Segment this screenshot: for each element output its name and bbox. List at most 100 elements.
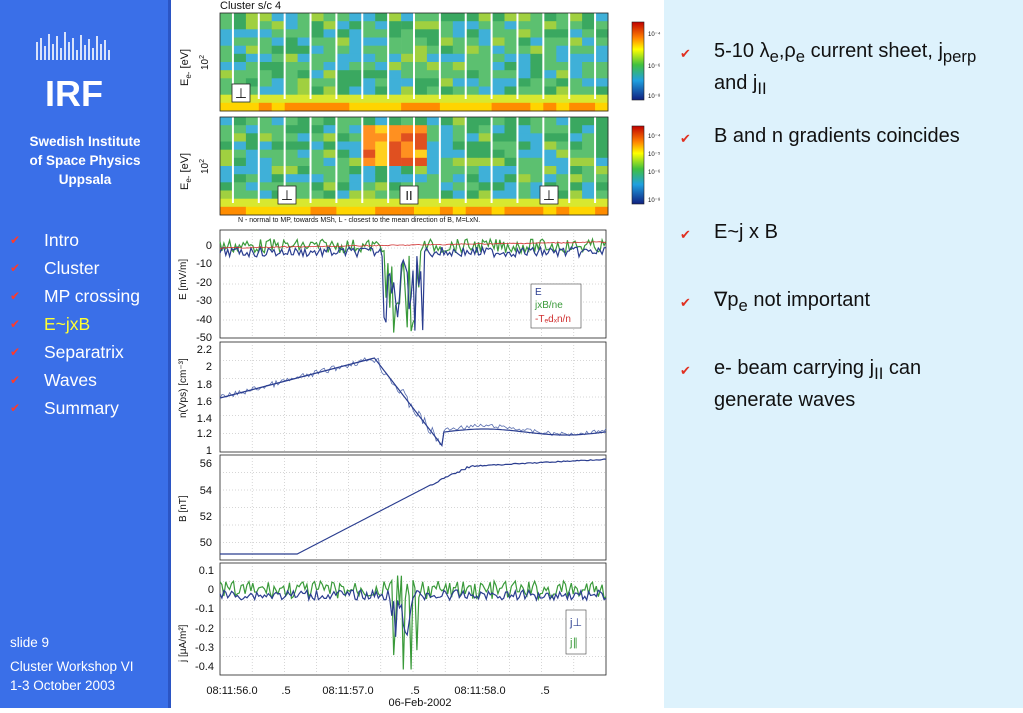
bullet-item: ✔ B and n gradients coincides — [680, 123, 1004, 152]
spectrogram-cell — [439, 125, 454, 134]
spectrogram-cell — [504, 206, 518, 216]
spectrogram-cell — [375, 157, 389, 167]
nav-item-separatrix[interactable]: ✔ Separatrix — [10, 338, 170, 366]
spectrogram-cell — [220, 62, 234, 71]
spectrogram-cell — [284, 70, 298, 79]
colorbar-tick: 10⁻⁵ — [648, 151, 661, 158]
bullet-text: E~j x B — [714, 221, 778, 243]
spectrogram-cell — [336, 70, 350, 79]
nav-item-label: MP crossing — [44, 285, 140, 306]
spectrogram-cell — [543, 125, 557, 134]
spectrogram-cell — [375, 149, 389, 159]
spectrogram-cell — [362, 206, 376, 216]
spectrogram-cell — [388, 141, 402, 151]
spectrogram-cell — [362, 117, 376, 126]
nav-item-label: Waves — [44, 369, 97, 390]
institute-name: Swedish Institute of Space Physics Uppsa… — [0, 132, 170, 189]
spectrogram-cell — [220, 70, 234, 79]
spectrogram-cell — [569, 86, 583, 96]
spectrogram-cell — [310, 149, 324, 159]
colorbar-tick: 10⁻⁴ — [648, 31, 661, 38]
spectrogram-cell — [543, 29, 557, 38]
spectrogram-cell — [426, 198, 441, 208]
nav-item-intro[interactable]: ✔ Intro — [10, 226, 170, 254]
spectrogram-cell — [297, 45, 311, 55]
spectrogram-cell — [556, 141, 570, 151]
spectrogram-cell — [595, 86, 609, 96]
nav-item-e-jxb[interactable]: ✔ E~jxB — [10, 310, 170, 338]
spectrogram-cell — [349, 174, 363, 183]
spectrogram-cell — [336, 141, 350, 151]
spectrogram-cell — [426, 86, 441, 96]
spectrogram-cell — [323, 86, 337, 96]
spectrogram-cell — [220, 149, 234, 159]
check-icon: ✔ — [680, 295, 691, 310]
spectrogram-cell — [439, 86, 454, 96]
spectrogram-cell — [284, 13, 298, 22]
spectrogram-cell — [310, 70, 324, 79]
spectrogram-cell — [375, 62, 389, 71]
spectrogram-cell — [517, 45, 531, 55]
spectrogram-cell — [465, 117, 479, 126]
spectrogram-cell — [491, 13, 505, 22]
spectrogram-cell — [465, 21, 479, 30]
spectrogram-cell — [388, 45, 402, 55]
ylabel-energy: Ee- [eV] — [179, 49, 193, 86]
spectrogram-cell — [452, 117, 467, 126]
spectrogram-cell — [401, 37, 415, 47]
spectrogram-cell — [569, 125, 583, 134]
nav-item-mp-crossing[interactable]: ✔ MP crossing — [10, 282, 170, 310]
spectrogram-cell — [388, 174, 402, 183]
spectrogram-cell — [517, 166, 531, 175]
spectrogram-cell — [362, 174, 376, 183]
spectrogram-cell — [569, 166, 583, 175]
figure-caption: N - normal to MP, towards MSh, L - close… — [238, 217, 480, 224]
spectrogram-cell — [388, 53, 402, 63]
spectrogram-cell — [220, 21, 234, 30]
spectrogram-cell — [504, 117, 518, 126]
spectrogram-cell — [439, 141, 454, 151]
spectrogram-cell — [556, 21, 570, 30]
spectrogram-cell — [362, 182, 376, 191]
spectrogram-cell — [556, 117, 570, 126]
spectrogram-cell — [310, 13, 324, 22]
spectrogram-cell — [530, 157, 544, 167]
spectrogram-cell — [310, 141, 324, 151]
nav-item-cluster[interactable]: ✔ Cluster — [10, 254, 170, 282]
spectrogram-cell — [414, 13, 428, 22]
legend-entry: j⊥ — [569, 617, 582, 629]
spectrogram-cell — [220, 133, 234, 142]
spec2-marker: ⊥ — [539, 185, 559, 205]
slide-number: slide 9 — [10, 635, 50, 650]
spectrogram-cell — [582, 117, 596, 126]
spectrogram-cell — [414, 29, 428, 38]
spectrogram-cell — [426, 149, 441, 159]
spectrogram-cell — [310, 78, 324, 87]
nav-item-waves[interactable]: ✔ Waves — [10, 366, 170, 394]
spectrogram-cell — [582, 149, 596, 159]
spectrogram-cell — [271, 206, 285, 216]
spectrogram-cell — [582, 45, 596, 55]
spectrogram-cell — [439, 117, 454, 126]
legend-entry: jxB/ne — [534, 300, 563, 311]
spectrogram-cell — [220, 78, 234, 87]
spectrogram-cell — [245, 13, 260, 22]
nav-item-summary[interactable]: ✔ Summary — [10, 394, 170, 422]
spectrogram-cell — [245, 174, 260, 183]
spectrogram-cell — [271, 133, 285, 142]
spectrogram-cell — [232, 102, 247, 112]
spectrogram-cell — [569, 102, 583, 112]
spectrogram-cell — [582, 29, 596, 38]
xtick: .5 — [281, 685, 290, 697]
spectrogram-cell — [556, 174, 570, 183]
legend-current: j⊥ j∥ — [565, 609, 587, 655]
spectrogram-cell — [297, 102, 311, 112]
ytick: 2.2 — [197, 344, 212, 356]
spectrogram-cell — [465, 174, 479, 183]
spectrogram-cell — [310, 174, 324, 183]
spectrogram-cell — [232, 182, 247, 191]
spectrogram-cell — [491, 141, 505, 151]
spectrogram-cell — [543, 117, 557, 126]
ytick: 1.6 — [197, 396, 212, 408]
spectrogram-cell — [388, 86, 402, 96]
